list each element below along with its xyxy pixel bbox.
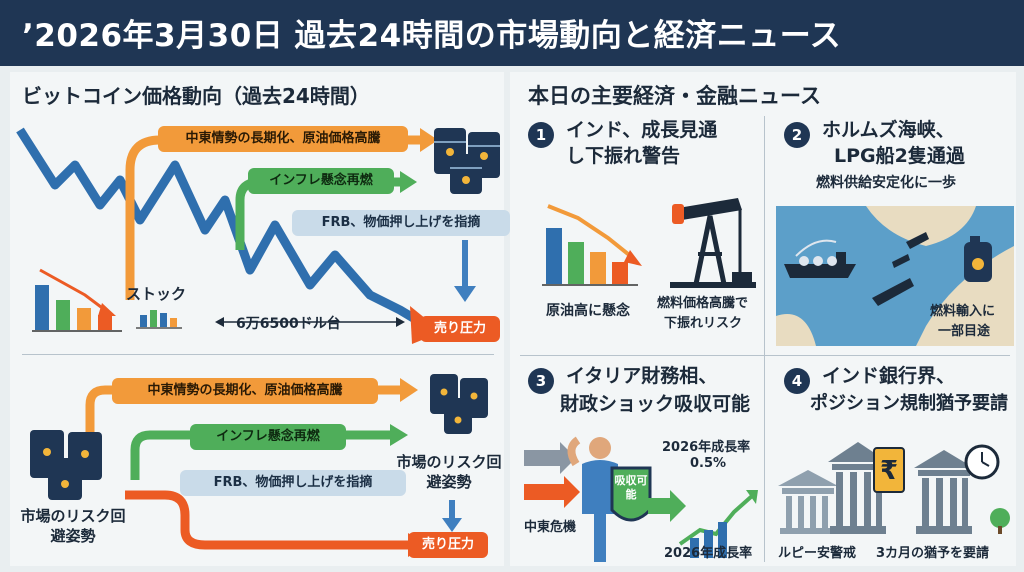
header-bar: ’2026年3月30日 過去24時間の市場動向と経済ニュース (0, 0, 1024, 66)
left-divider (22, 354, 494, 355)
news-title-1-line1: インド、成長見通 (566, 119, 718, 141)
oil-barrels-icon (434, 128, 500, 194)
page-title: ’2026年3月30日 過去24時間の市場動向と経済ニュース (22, 18, 842, 54)
inflation-label-bottom: インフレ懸念再燃 (190, 424, 346, 450)
news-title-2-line2: LPG船2隻通過 (834, 145, 965, 167)
sell-pressure-label-top: 売り圧力 (420, 316, 500, 342)
news-4-caption-b: 3カ月の猶予を要請 (876, 546, 990, 561)
bank-buildings-illustration (778, 442, 1010, 534)
sell-pressure-label-bottom: 売り圧力 (408, 532, 488, 558)
news-number-4: 4 (784, 368, 810, 394)
news-4-caption-a: ルピー安警戒 (778, 546, 857, 561)
risk-aversion-label-left: 市場のリスク回避姿勢 (20, 507, 126, 545)
news-1-caption-b-line2: 下振れリスク (664, 316, 743, 331)
middle-east-crisis-label: 中東危機 (524, 520, 577, 535)
frb-label-bottom: FRB、物価押し上げを指摘 (180, 470, 406, 496)
news-1-caption-a: 原油高に懸念 (546, 303, 630, 319)
frb-label: FRB、物価押し上げを指摘 (292, 210, 510, 236)
news-title-4-line1: インド銀行界、 (822, 365, 956, 387)
news-number-3: 3 (528, 368, 554, 394)
growth-rate-top-line2: 0.5% (690, 456, 727, 471)
stock-label: ストック (126, 285, 187, 303)
growth-rate-top-line1: 2026年成長率 (662, 440, 751, 455)
shield-label: 吸収可能 (614, 474, 648, 501)
news-title-2-line1: ホルムズ海峡、 (822, 119, 955, 141)
news-section-title: 本日の主要経済・金融ニュース (528, 84, 821, 108)
news-2-caption-line2: 一部目途 (938, 324, 991, 339)
inflation-label: インフレ懸念再燃 (248, 168, 394, 194)
news-title-1-line2: し下振れ警告 (566, 145, 681, 167)
bitcoin-section-title: ビットコイン価格動向（過去24時間） (22, 84, 370, 108)
oil-price-cause-label-bottom: 中東情勢の長期化、原油価格高騰 (112, 378, 378, 404)
news-number-1: 1 (528, 122, 554, 148)
risk-aversion-label-right: 市場のリスク回避姿勢 (396, 453, 502, 491)
news-title-3-line1: イタリア財務相、 (566, 365, 718, 387)
shock-absorption-illustration (524, 436, 758, 562)
news-1-caption-b-line1: 燃料価格高騰で (657, 296, 749, 311)
falling-bar-chart-icon (542, 204, 642, 286)
growth-rate-bottom: 2026年成長率 (664, 546, 753, 561)
news-2-caption-line1: 燃料輸入に (930, 304, 996, 319)
rupee-icon: ₹ (879, 456, 899, 486)
news-title-4-line2: ポジション規制猶予要請 (810, 393, 1008, 414)
oil-pump-icon (670, 198, 756, 288)
news-divider-horizontal (520, 355, 1010, 356)
price-level-label: 6万6500ドル台 (236, 316, 341, 332)
news-2-subtitle: 燃料供給安定化に一歩 (816, 175, 956, 191)
news-divider-vertical (764, 116, 765, 562)
hormuz-strait-map (776, 206, 1014, 346)
oil-price-cause-label: 中東情勢の長期化、原油価格高騰 (158, 126, 408, 152)
news-number-2: 2 (784, 122, 810, 148)
news-title-3-line2: 財政ショック吸収可能 (560, 393, 751, 415)
